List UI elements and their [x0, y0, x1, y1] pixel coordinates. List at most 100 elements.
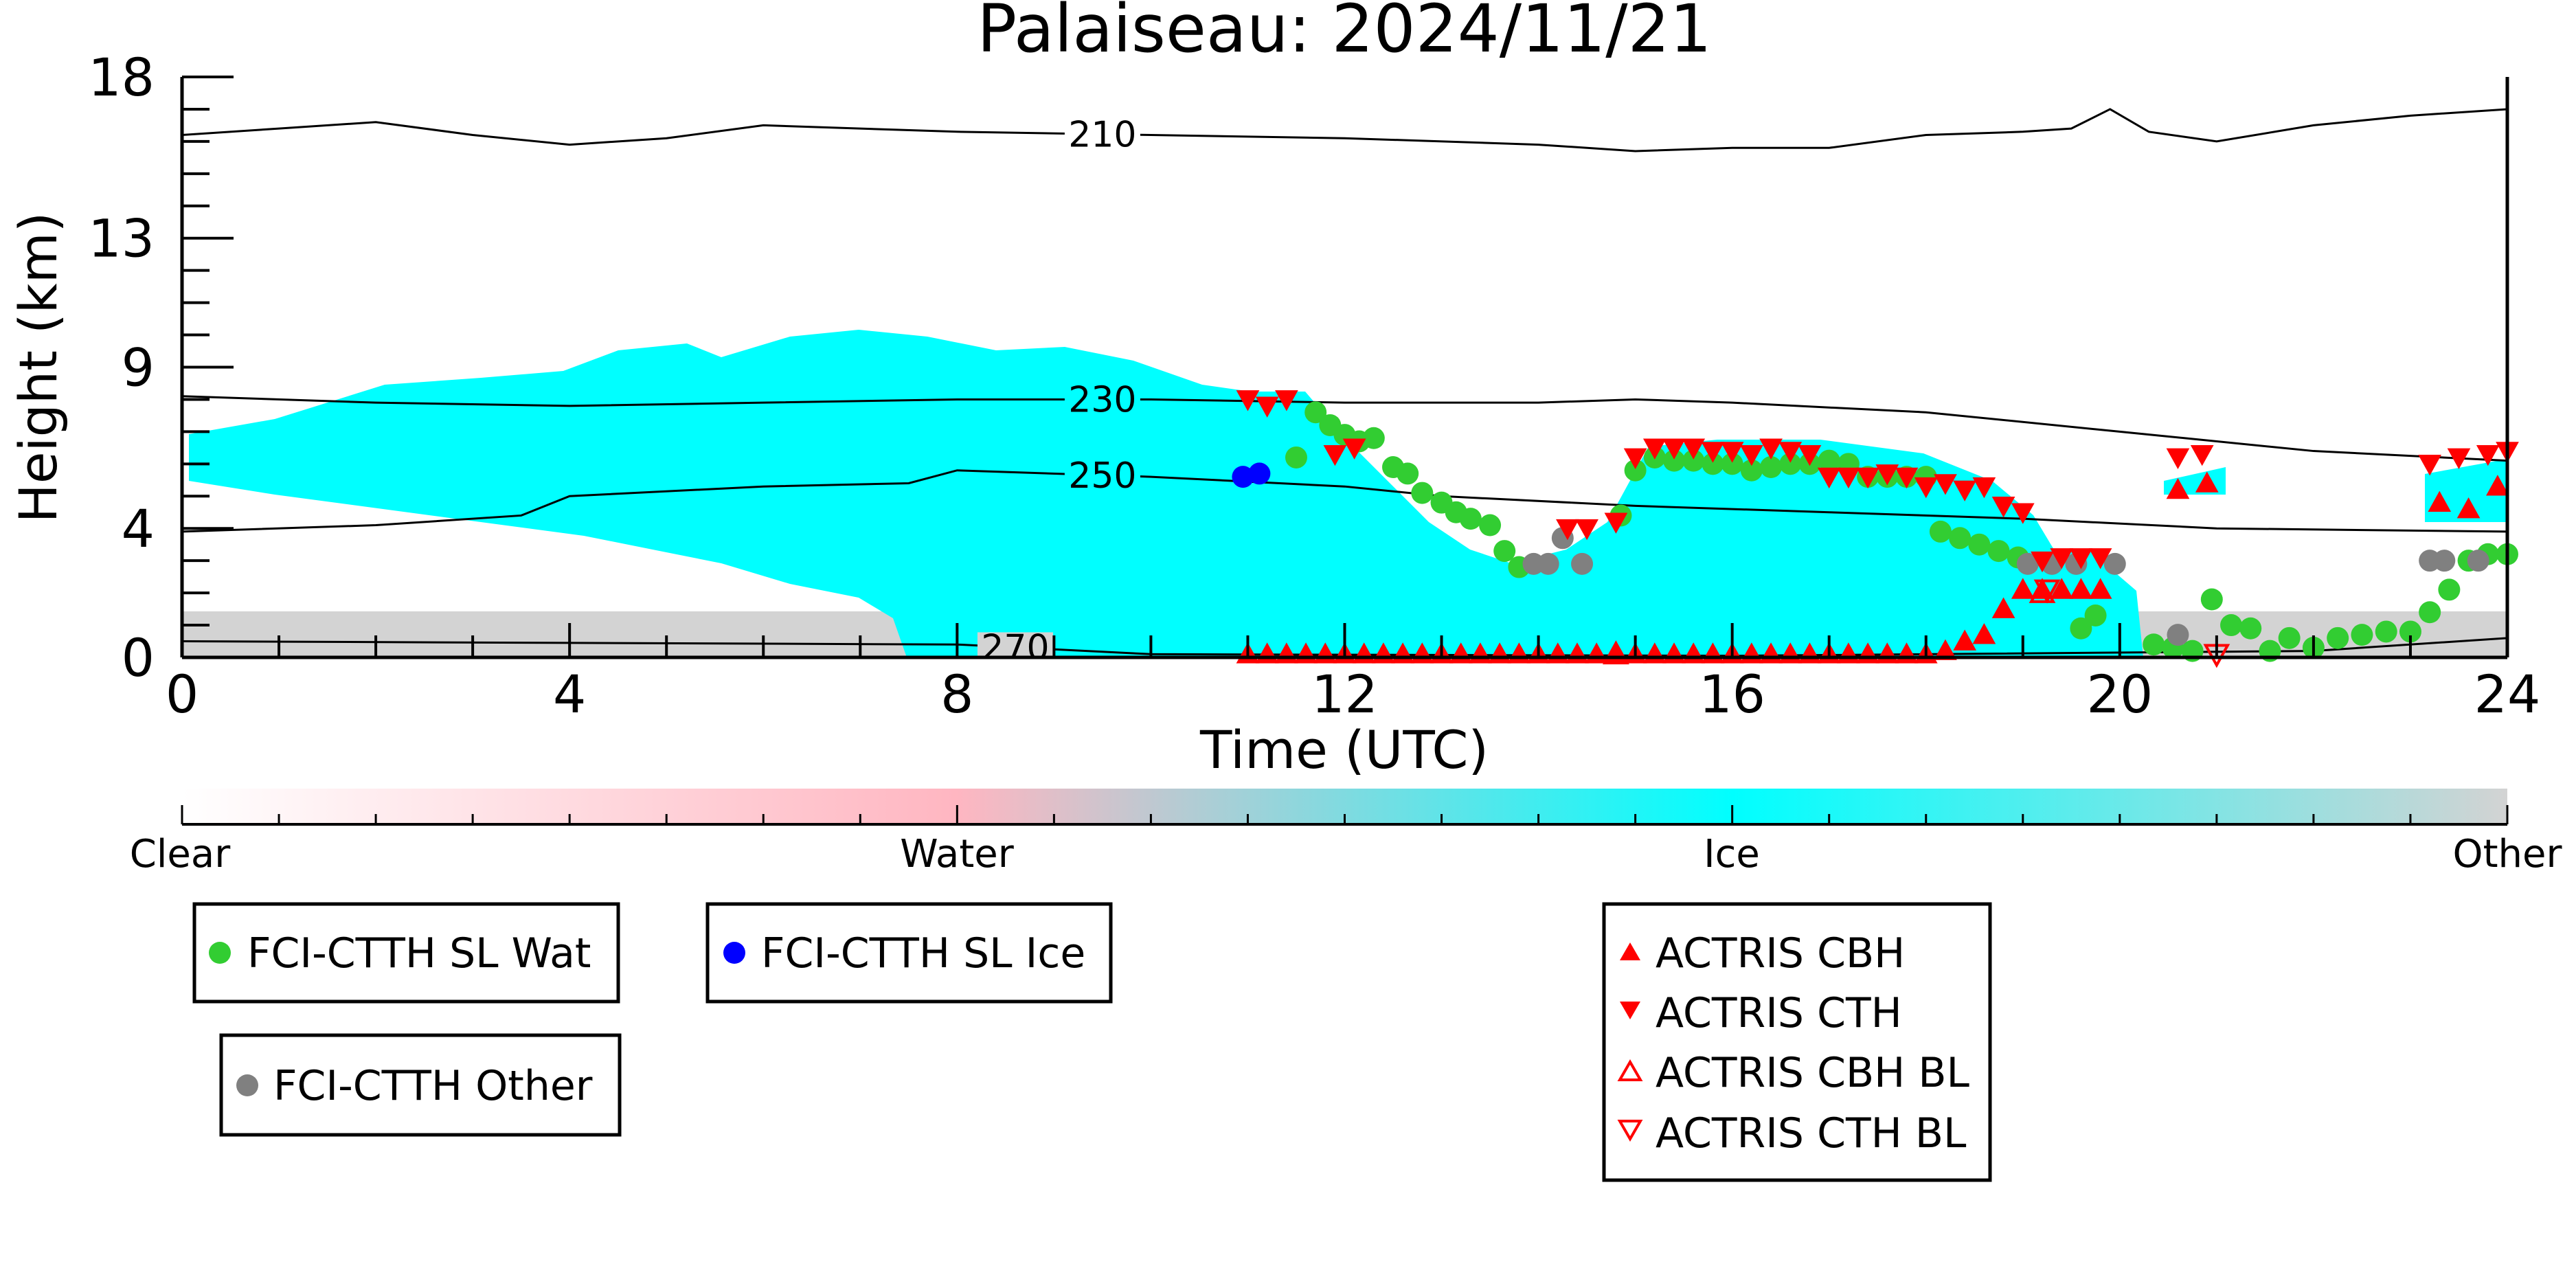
- marker-fci-ctth-sl-wat: [1929, 520, 1952, 543]
- marker-actris-cth: [1575, 519, 1598, 541]
- legend-label-sl-wat: FCI-CTTH SL Wat: [247, 929, 591, 978]
- marker-actris-cth: [1642, 438, 1667, 460]
- marker-fci-ctth-sl-wat: [1624, 459, 1647, 482]
- marker-fci-ctth-sl-wat: [1721, 453, 1743, 475]
- marker-fci-ctth-other: [1571, 552, 1594, 575]
- chart-title: Palaiseau: 2024/11/21: [977, 0, 1712, 67]
- x-tick-label: 16: [1699, 664, 1765, 725]
- marker-fci-ctth-sl-wat: [1987, 540, 2010, 563]
- marker-fci-ctth-other: [2016, 552, 2039, 575]
- legend-box: [219, 1033, 622, 1137]
- marker-actris-cbh: [2011, 578, 2035, 599]
- colorbar-label-clear: Clear: [130, 832, 231, 877]
- marker-actris-cbh: [1991, 597, 2015, 618]
- marker-actris-cth: [2011, 503, 2035, 524]
- marker-fci-ctth-sl-wat: [1949, 527, 1971, 550]
- marker-fci-ctth-sl-wat: [2399, 620, 2421, 643]
- marker-fci-ctth-other: [1537, 552, 1559, 575]
- marker-actris-cth: [1236, 390, 1260, 411]
- marker-actris-cth: [1342, 438, 1366, 460]
- marker-actris-cth: [1798, 444, 1822, 466]
- marker-actris-cth: [1759, 438, 1783, 460]
- marker-actris-cth: [1662, 438, 1686, 460]
- contour-label-mask: [1064, 460, 1140, 490]
- x-tick-label: 24: [2474, 664, 2541, 725]
- y-tick-label: 18: [88, 47, 155, 108]
- marker-fci-ctth-sl-wat: [1779, 453, 1802, 475]
- contour-label-mask: [1064, 384, 1140, 415]
- colorbar-label-ice: Ice: [1704, 832, 1760, 877]
- marker-actris-cbh: [1953, 629, 1977, 651]
- x-tick-label: 0: [166, 664, 199, 725]
- marker-fci-ctth-sl-wat: [2239, 617, 2262, 640]
- marker-fci-ctth-sl-wat: [1663, 449, 1686, 472]
- marker-actris-cth: [1837, 467, 1860, 489]
- contour-label-250: 250: [1068, 455, 1136, 497]
- colorbar-ticks: [181, 805, 2509, 824]
- marker-actris-cth: [1875, 464, 1899, 486]
- contour-label-mask: [977, 632, 1053, 657]
- marker-actris-cth: [1720, 442, 1744, 463]
- marker-actris-cth: [1701, 442, 1725, 463]
- marker-fci-ctth-sl-wat: [2351, 624, 2373, 646]
- marker-actris-cth: [2476, 444, 2500, 466]
- marker-fci-ctth-sl-wat: [1397, 462, 1419, 485]
- x-axis-label: Time (UTC): [1199, 719, 1489, 780]
- marker-actris-cth: [1740, 444, 1763, 466]
- x-ticks: 0 4 8 12 16 20 24: [166, 623, 2541, 725]
- marker-actris-cth: [1856, 467, 1879, 489]
- marker-actris-cbh: [2050, 578, 2074, 599]
- y-tick-label: 0: [122, 627, 155, 688]
- legend-label-cth-bl: ACTRIS CTH BL: [1656, 1109, 1967, 1157]
- legend-sl-ice: FCI-CTTH SL Ice: [705, 902, 1113, 1004]
- marker-actris-cth: [1934, 474, 1957, 495]
- legend-box: [192, 902, 620, 1004]
- marker-actris-cbh: [2486, 475, 2509, 496]
- legend-label-cbh: ACTRIS CBH: [1656, 929, 1905, 978]
- marker-fci-ctth-sl-wat: [2438, 578, 2461, 601]
- contour-line-250: [182, 469, 2507, 533]
- marker-fci-ctth-other: [2433, 550, 2456, 572]
- marker-actris-cth: [2050, 548, 2074, 569]
- legend-marker-other: [236, 1074, 258, 1096]
- legend-marker-sl-ice: [723, 942, 745, 964]
- marker-fci-ctth-sl-wat: [1459, 508, 1482, 530]
- marker-fci-ctth-sl-wat: [2143, 633, 2165, 656]
- y-tick-label: 13: [88, 208, 155, 269]
- marker-fci-ctth-sl-wat: [1818, 449, 1840, 472]
- marker-actris-cbh: [1934, 639, 1957, 660]
- marker-fci-ctth-sl-wat: [1285, 446, 1307, 468]
- marker-actris-cth: [1817, 467, 1841, 489]
- legend-box: [1602, 902, 1992, 1182]
- contour-line-230: [182, 395, 2507, 462]
- contour-label-230: 230: [1068, 379, 1136, 420]
- y-axis-label: Height (km): [8, 212, 69, 523]
- marker-actris-cth: [1991, 497, 2015, 518]
- contour-label-mask: [1064, 119, 1140, 150]
- y-tick-label: 9: [122, 337, 155, 398]
- marker-fci-ctth-sl-wat: [1702, 453, 1724, 475]
- marker-actris-cbh: [2456, 497, 2481, 519]
- marker-fci-ctth-sl-wat: [1493, 540, 1516, 563]
- temperature-contours: 210 230 250 270: [182, 108, 2507, 657]
- marker-actris-cth: [2447, 448, 2471, 469]
- cloud-field: [182, 330, 2507, 657]
- legend-label-sl-ice: FCI-CTTH SL Ice: [761, 929, 1085, 978]
- marker-fci-ctth-sl-wat: [2200, 588, 2223, 611]
- marker-fci-ctth-sl-wat: [1968, 533, 1991, 556]
- y-ticks: 0 4 9 13 18: [88, 47, 234, 688]
- marker-actris-cbh: [2195, 471, 2219, 493]
- marker-actris-cbh-bl: [2029, 578, 2056, 603]
- marker-actris-cth: [1255, 396, 1279, 418]
- marker-actris-cth: [1323, 444, 1347, 466]
- legend-sl-wat: FCI-CTTH SL Wat: [192, 902, 620, 1004]
- marker-fci-ctth-sl-ice: [1232, 466, 1254, 488]
- colorbar-label-other: Other: [2452, 832, 2562, 877]
- marker-fci-ctth-sl-wat: [2070, 617, 2092, 640]
- contour-line-210: [182, 108, 2507, 152]
- marker-fci-ctth-sl-wat: [2327, 626, 2349, 649]
- marker-actris-cth: [2069, 548, 2093, 569]
- colorbar: Clear Water Ice Other: [130, 789, 2562, 877]
- marker-actris-cth-bl: [2033, 579, 2061, 604]
